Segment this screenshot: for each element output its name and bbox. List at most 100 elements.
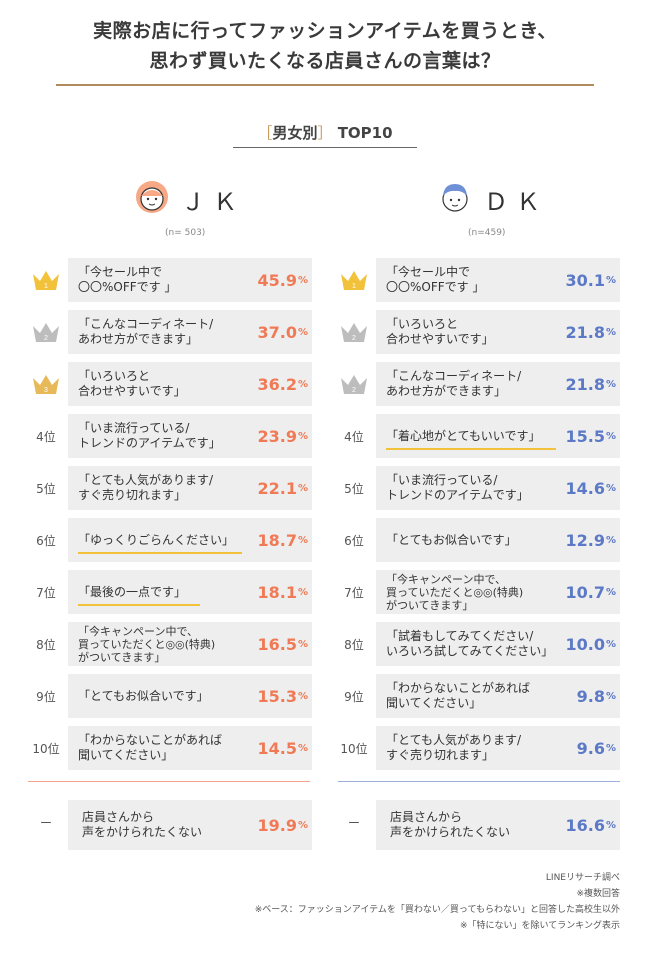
answer-bar (68, 258, 312, 302)
title-divider (56, 84, 594, 86)
answer-bar (376, 570, 620, 614)
jk-label: ＪＫ (181, 188, 245, 216)
jk-row-1: 1 「今セール中で 〇〇%OFFです 」 45.9% (26, 258, 316, 302)
answer-label: 「いろいろと 合わせやすいです」 (386, 317, 494, 346)
value-label: 37.0% (257, 310, 308, 354)
value-label: 10.7% (565, 570, 616, 614)
footnote-base: ※ベース：ファッションアイテムを「買わない／買ってもらわない」と回答した高校生以… (254, 905, 620, 915)
rank-marker: 9位 (36, 689, 56, 704)
value-unit: % (605, 430, 616, 442)
rank-marker: 9位 (344, 689, 364, 704)
svg-text:1: 1 (352, 283, 356, 290)
answer-bar (376, 622, 620, 666)
value-unit: % (605, 274, 616, 286)
rank-marker: 1 (334, 258, 374, 302)
dk-row-6: 6位 「とてもお似合いです」 12.9% (334, 518, 624, 562)
value-label: 18.7% (257, 518, 308, 562)
answer-bar (376, 310, 620, 354)
value-number: 15.5 (565, 426, 605, 446)
value-number: 21.8 (565, 322, 605, 342)
value-unit: % (297, 638, 308, 650)
value-label: 9.8% (577, 674, 616, 718)
answer-label: 「こんなコーディネート/ あわせ方ができます」 (78, 317, 214, 346)
value-unit: % (605, 586, 616, 598)
value-label: 18.1% (257, 570, 308, 614)
answer-bar (68, 622, 312, 666)
value-unit: % (297, 274, 308, 286)
dk-row-2: 2 「いろいろと 合わせやすいです」 21.8% (334, 310, 624, 354)
jk-row-10: 10位 「わからないことがあれば 聞いてください」 14.5% (26, 726, 316, 770)
rank-marker: 2 (26, 310, 66, 354)
answer-label: 「とても人気があります/ すぐ売り切れます」 (78, 473, 214, 502)
answer-bar (68, 518, 312, 562)
value-unit: % (297, 690, 308, 702)
rank-marker: 5位 (36, 481, 56, 496)
dk-row-9: 9位 「わからないことがあれば 聞いてください」 9.8% (334, 674, 624, 718)
value-label: 16.5% (257, 622, 308, 666)
rank-marker: 4位 (36, 429, 56, 444)
dk-sample-size: (n=459) (468, 228, 506, 238)
value-label: 30.1% (565, 258, 616, 302)
value-label: 22.1% (257, 466, 308, 510)
value-number: 9.8 (576, 686, 605, 706)
dk-row-10: 10位 「とても人気があります/ すぐ売り切れます」 9.6% (334, 726, 624, 770)
value-number: 12.9 (565, 530, 605, 550)
value-unit: % (605, 326, 616, 338)
jk-row-8: 8位 「今キャンペーン中で、 買っていただくと◎◎(特典) がついてきます」 16.… (26, 622, 316, 666)
answer-label: 「今キャンペーン中で、 買っていただくと◎◎(特典) がついてきます」 (78, 624, 216, 664)
dk-separator (338, 781, 620, 782)
dk-row-1: 1 「今セール中で 〇〇%OFFです 」 30.1% (334, 258, 624, 302)
answer-label: 「最後の一点です」 (78, 584, 187, 599)
rank-marker: 5位 (344, 481, 364, 496)
answer-label: 「こんなコーディネート/ あわせ方ができます」 (386, 369, 522, 398)
jk-header: ＪＫ (135, 180, 295, 220)
answer-label: 「とてもお似合いです」 (78, 688, 209, 703)
answer-label: 「いま流行っている/ トレンドのアイテムです」 (386, 473, 529, 502)
value-label: 14.6% (565, 466, 616, 510)
footnote-exclusion: ※「特にない」を除いてランキング表示 (459, 921, 620, 931)
rank-marker: 4位 (344, 429, 364, 444)
value-unit: % (297, 586, 308, 598)
value-number: 22.1 (257, 478, 297, 498)
rank-marker: ー (39, 815, 52, 830)
value-unit: % (297, 326, 308, 338)
answer-label: 「今セール中で 〇〇%OFFです 」 (386, 265, 485, 294)
footnotes: LINEリサーチ調べ ※複数回答 ※ベース：ファッションアイテムを「買わない／買… (255, 870, 620, 934)
value-label: 15.5% (565, 414, 616, 458)
highlight-underline (78, 552, 242, 554)
highlight-underline (386, 448, 556, 450)
value-label: 10.0% (565, 622, 616, 666)
value-number: 10.0 (565, 634, 605, 654)
boy-face-icon (442, 184, 468, 212)
jk-sample-size: (n= 503) (165, 228, 206, 238)
answer-label: 「試着もしてみてください/ いろいろ試してみてください」 (386, 629, 554, 658)
answer-label: 「とても人気があります/ すぐ売り切れます」 (386, 733, 522, 762)
rank-marker: 8位 (344, 637, 364, 652)
jk-row-4: 4位 「いま流行っている/ トレンドのアイテムです」 23.9% (26, 414, 316, 458)
page-title-line-1: 実際お店に行ってファッションアイテムを買うとき、 (93, 20, 557, 42)
value-unit: % (605, 690, 616, 702)
value-label: 16.6% (565, 800, 616, 850)
crown-icon: 2 (341, 323, 367, 342)
dk-label: ＤＫ (484, 188, 548, 216)
answer-label: 「わからないことがあれば 聞いてください」 (386, 681, 531, 710)
answer-label: 「ゆっくりごらんください」 (78, 532, 235, 547)
jk-row-9: 9位 「とてもお似合いです」 15.3% (26, 674, 316, 718)
value-number: 45.9 (257, 270, 297, 290)
answer-label: 「今セール中で 〇〇%OFFです 」 (78, 265, 177, 294)
answer-label: 「いろいろと 合わせやすいです」 (78, 369, 186, 398)
jk-row-7: 7位 「最後の一点です」 18.1% (26, 570, 316, 614)
value-label: 21.8% (565, 310, 616, 354)
chart-subtitle: ［男女別］ TOP10 (0, 122, 650, 143)
jk-row-5: 5位 「とても人気があります/ すぐ売り切れます」 22.1% (26, 466, 316, 510)
value-label: 36.2% (257, 362, 308, 406)
value-unit: % (297, 742, 308, 754)
rank-marker: 7位 (344, 585, 364, 600)
value-number: 37.0 (257, 322, 297, 342)
rank-marker: 10位 (340, 741, 368, 756)
dk-header: ＤＫ (438, 180, 598, 220)
value-unit: % (605, 742, 616, 754)
svg-text:1: 1 (44, 283, 48, 290)
value-unit: % (605, 638, 616, 650)
dk-row-5: 5位 「いま流行っている/ トレンドのアイテムです」 14.6% (334, 466, 624, 510)
